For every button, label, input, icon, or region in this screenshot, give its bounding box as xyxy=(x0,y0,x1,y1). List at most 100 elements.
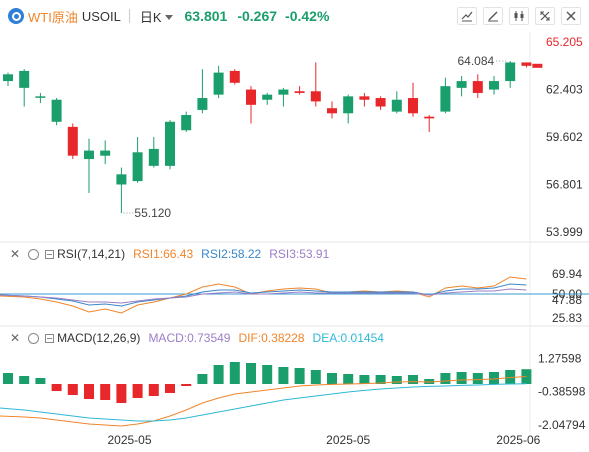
macd-bar xyxy=(165,384,175,393)
candle xyxy=(19,69,30,107)
rsi3-value: RSI3:53.91 xyxy=(269,247,330,261)
candle-body xyxy=(294,91,305,93)
candle-body xyxy=(35,96,46,98)
candle-body xyxy=(181,114,192,131)
macd-bar xyxy=(213,365,224,384)
macd-tick-label: 1.27598 xyxy=(538,351,582,365)
candle xyxy=(35,92,46,104)
macd-bar xyxy=(440,373,451,384)
rsi-tick-label: 25.83 xyxy=(552,311,582,325)
macd-close-icon[interactable]: ✕ xyxy=(10,331,21,345)
candle-body xyxy=(262,94,273,100)
macd-bar xyxy=(278,367,289,384)
price-tick-label: 56.801 xyxy=(546,177,583,191)
macd-collapse-icon[interactable] xyxy=(45,333,55,343)
candle-type-icon[interactable] xyxy=(509,7,529,25)
symbol-code[interactable]: USOIL xyxy=(81,8,121,24)
rsi-indicator-name: RSI(7,14,21) xyxy=(57,247,126,261)
high-price-label: 64.084 xyxy=(457,54,494,68)
candle xyxy=(132,137,143,183)
macd-bar xyxy=(19,376,30,384)
candle-body xyxy=(229,70,240,83)
candle-body xyxy=(3,74,13,82)
macd-settings-icon[interactable] xyxy=(28,332,40,344)
macd-bar xyxy=(67,384,78,395)
price-tick-label: 53.999 xyxy=(546,225,583,239)
macd-bar xyxy=(359,375,370,384)
rsi-close-icon[interactable]: ✕ xyxy=(10,247,21,261)
candle xyxy=(375,96,386,110)
candle-body xyxy=(343,96,354,114)
x-tick-label: 2025-05 xyxy=(107,433,151,447)
candle-body xyxy=(100,150,111,156)
macd-bar xyxy=(51,384,62,391)
macd-bar xyxy=(132,384,143,398)
pen-tool-icon[interactable] xyxy=(483,7,503,25)
rsi3-line xyxy=(0,288,527,304)
macd-bar xyxy=(100,384,111,400)
candle xyxy=(440,77,451,114)
price-change-percent: -0.42% xyxy=(285,8,330,24)
macd-bar xyxy=(84,384,94,399)
macd-bar xyxy=(262,365,273,384)
macd-bar xyxy=(310,370,321,384)
price-tick-label: 59.602 xyxy=(546,130,583,144)
macd-bar xyxy=(181,384,192,386)
last-price-tag xyxy=(532,63,543,68)
candle-body xyxy=(213,72,224,95)
macd-bar xyxy=(3,373,13,384)
symbol-logo-icon xyxy=(8,8,24,24)
macd-bar xyxy=(35,378,46,384)
candle xyxy=(505,61,516,88)
macd-bar xyxy=(375,375,386,384)
last-price: 63.801 xyxy=(184,8,228,24)
candle xyxy=(489,75,499,95)
line-tool-icon[interactable] xyxy=(457,7,477,25)
macd-bar xyxy=(391,376,402,384)
candle xyxy=(343,94,354,124)
candle-body xyxy=(472,81,483,93)
candle xyxy=(391,91,402,114)
macd-bar xyxy=(246,363,256,384)
candle-body xyxy=(489,81,499,90)
candle-body xyxy=(246,89,256,105)
candle xyxy=(51,98,62,126)
dea-line xyxy=(0,383,527,422)
candle-body xyxy=(359,96,370,100)
x-tick-label: 2025-05 xyxy=(326,433,370,447)
rsi1-line xyxy=(0,276,527,314)
fullscreen-icon[interactable] xyxy=(535,7,555,25)
candle xyxy=(262,92,273,105)
period-selector[interactable]: 日K xyxy=(140,7,173,26)
candle xyxy=(67,123,78,160)
candle-body xyxy=(456,81,467,88)
candle-body xyxy=(165,121,175,166)
candle-body xyxy=(278,89,289,95)
candle-body xyxy=(521,62,532,66)
price-tick-label: 62.403 xyxy=(546,83,583,97)
macd-bar xyxy=(294,368,305,384)
toolbar xyxy=(451,7,581,25)
macd-bar xyxy=(327,373,337,384)
candle xyxy=(246,86,256,124)
rsi2-line xyxy=(0,283,527,307)
macd-tick-label: -2.04794 xyxy=(538,418,586,432)
candle-body xyxy=(67,126,78,156)
symbol-name[interactable]: WTI原油 xyxy=(28,9,78,25)
price-change: -0.267 xyxy=(237,8,278,24)
candle-body xyxy=(375,98,386,107)
macd-bar xyxy=(197,374,208,384)
macd-bar xyxy=(148,384,159,396)
candle xyxy=(148,137,159,168)
candle-body xyxy=(424,116,435,119)
rsi-collapse-icon[interactable] xyxy=(45,249,55,259)
rsi-settings-icon[interactable] xyxy=(28,248,40,260)
chart-header: WTI原油 USOIL 日K 63.801 -0.267 -0.42% xyxy=(0,0,589,32)
candle-body xyxy=(197,98,208,110)
close-icon[interactable] xyxy=(561,7,581,25)
candle-body xyxy=(408,98,418,114)
candle xyxy=(165,120,175,170)
dif-line xyxy=(0,375,527,427)
macd-bar xyxy=(456,372,467,384)
